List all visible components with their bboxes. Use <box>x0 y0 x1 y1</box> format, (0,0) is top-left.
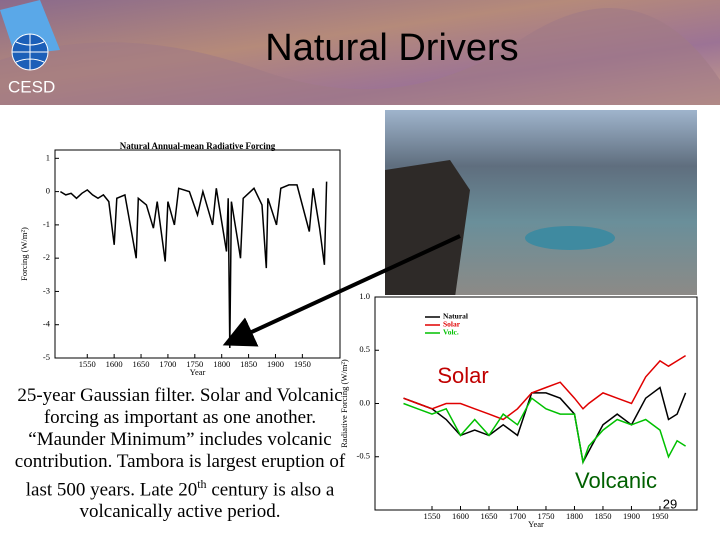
logo-text: CESD <box>8 77 55 96</box>
legend-label: Solar <box>443 320 461 329</box>
photo-lake <box>525 226 615 250</box>
x-tick-label: 1750 <box>537 511 554 521</box>
x-tick-label: 1800 <box>213 359 230 369</box>
x-axis-label: Year <box>528 519 544 529</box>
x-tick-label: 1850 <box>240 359 257 369</box>
y-tick-label: 0 <box>46 186 50 196</box>
y-tick-label: -5 <box>43 352 50 362</box>
chart2-panel <box>360 295 700 535</box>
x-tick-label: 1750 <box>186 359 203 369</box>
page-number: 29 <box>663 496 677 511</box>
series-line <box>403 354 686 421</box>
x-tick-label: 1900 <box>623 511 640 521</box>
x-axis-label: Year <box>190 367 206 377</box>
y-tick-label: -1 <box>43 219 50 229</box>
series-line <box>60 181 328 349</box>
plot-frame <box>54 149 341 359</box>
slide-title: Natural Drivers <box>265 27 518 69</box>
y-axis-label: Forcing (W/m²) <box>19 227 29 281</box>
y-tick-label: -2 <box>43 252 50 262</box>
x-tick-label: 1800 <box>566 511 583 521</box>
x-tick-label: 1950 <box>294 359 311 369</box>
x-tick-label: 1650 <box>480 511 497 521</box>
y-axis-label: Radiative Forcing (W/m²) <box>339 359 349 448</box>
x-tick-label: 1700 <box>509 511 526 521</box>
x-tick-label: 1550 <box>423 511 440 521</box>
legend-label: Natural <box>443 312 468 321</box>
chart-title: Natural Annual-mean Radiative Forcing <box>120 141 276 151</box>
legend-label: Volc. <box>443 328 459 337</box>
solar-label: Solar <box>437 363 488 388</box>
y-tick-label: 1.0 <box>359 291 370 301</box>
caption-text: century is also a volcanically active pe… <box>79 479 335 523</box>
caption: 25-year Gaussian filter. Solar and Volca… <box>12 385 348 523</box>
x-tick-label: 1650 <box>133 359 150 369</box>
x-tick-label: 1950 <box>651 511 668 521</box>
photo-cliff <box>385 160 470 297</box>
caption-text: 25-year Gaussian filter. Solar and Volca… <box>14 385 346 501</box>
volcanic-label: Volcanic <box>575 468 657 493</box>
header-texture <box>0 8 720 105</box>
logo-grid <box>12 34 48 70</box>
x-tick-label: 1600 <box>106 359 123 369</box>
x-tick-label: 1600 <box>452 511 469 521</box>
pointer-arrow <box>222 234 461 347</box>
y-tick-label: 0.5 <box>359 344 370 354</box>
y-tick-label: 1 <box>46 152 50 162</box>
y-tick-label: 0.0 <box>359 397 370 407</box>
y-tick-label: -0.5 <box>357 451 370 461</box>
x-tick-label: 1550 <box>79 359 96 369</box>
x-tick-label: 1700 <box>159 359 176 369</box>
x-tick-label: 1900 <box>267 359 284 369</box>
series-line <box>403 386 687 465</box>
y-tick-label: -3 <box>43 285 50 295</box>
series-line <box>403 397 686 466</box>
x-tick-label: 1850 <box>594 511 611 521</box>
caption-sup: th <box>197 477 207 491</box>
y-tick-label: -4 <box>43 319 51 329</box>
